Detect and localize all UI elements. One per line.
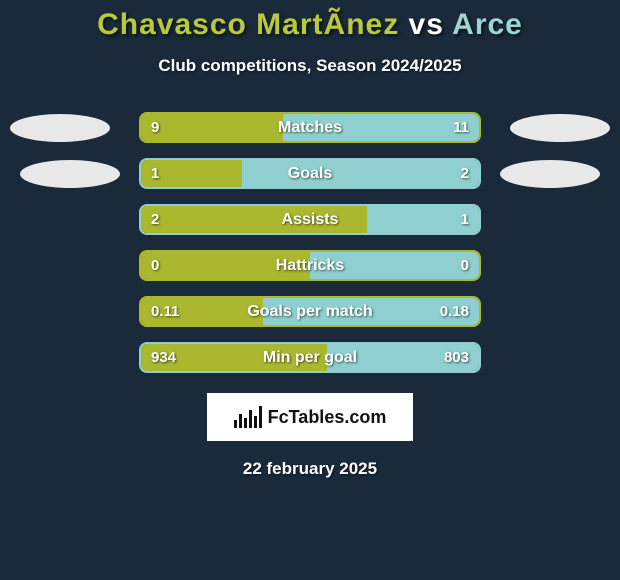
- logo-text: FcTables.com: [268, 407, 387, 428]
- stat-row: 911Matches: [0, 112, 620, 143]
- stat-row: 21Assists: [0, 204, 620, 235]
- stat-label: Assists: [141, 206, 479, 233]
- player2-name: Arce: [452, 8, 523, 41]
- player1-name: Chavasco MartÃnez: [97, 8, 399, 41]
- stat-bar: 0.110.18Goals per match: [139, 296, 481, 327]
- stat-row: 00Hattricks: [0, 250, 620, 281]
- root-container: Chavasco MartÃnez vs Arce Club competiti…: [0, 0, 620, 479]
- stat-bar: 12Goals: [139, 158, 481, 189]
- stat-label: Matches: [141, 114, 479, 141]
- stat-label: Goals: [141, 160, 479, 187]
- stat-bar: 934803Min per goal: [139, 342, 481, 373]
- player-badge-right: [510, 114, 610, 142]
- chart-area: 911Matches 12Goals 21Assists 00Hattricks 0.1…: [0, 112, 620, 373]
- vs-label: vs: [409, 8, 444, 41]
- stat-label: Hattricks: [141, 252, 479, 279]
- stat-label: Goals per match: [141, 298, 479, 325]
- player-badge-left: [10, 114, 110, 142]
- stat-row: 934803Min per goal: [0, 342, 620, 373]
- stat-bar: 00Hattricks: [139, 250, 481, 281]
- bar-chart-icon: [234, 406, 262, 428]
- player-badge-right: [500, 160, 600, 188]
- player-badge-left: [20, 160, 120, 188]
- stat-label: Min per goal: [141, 344, 479, 371]
- stat-bar: 911Matches: [139, 112, 481, 143]
- logo-box: FcTables.com: [207, 393, 413, 441]
- stat-row: 0.110.18Goals per match: [0, 296, 620, 327]
- date-line: 22 february 2025: [243, 459, 377, 479]
- subtitle: Club competitions, Season 2024/2025: [158, 56, 461, 76]
- stat-bar: 21Assists: [139, 204, 481, 235]
- stat-row: 12Goals: [0, 158, 620, 189]
- page-title: Chavasco MartÃnez vs Arce: [97, 8, 523, 42]
